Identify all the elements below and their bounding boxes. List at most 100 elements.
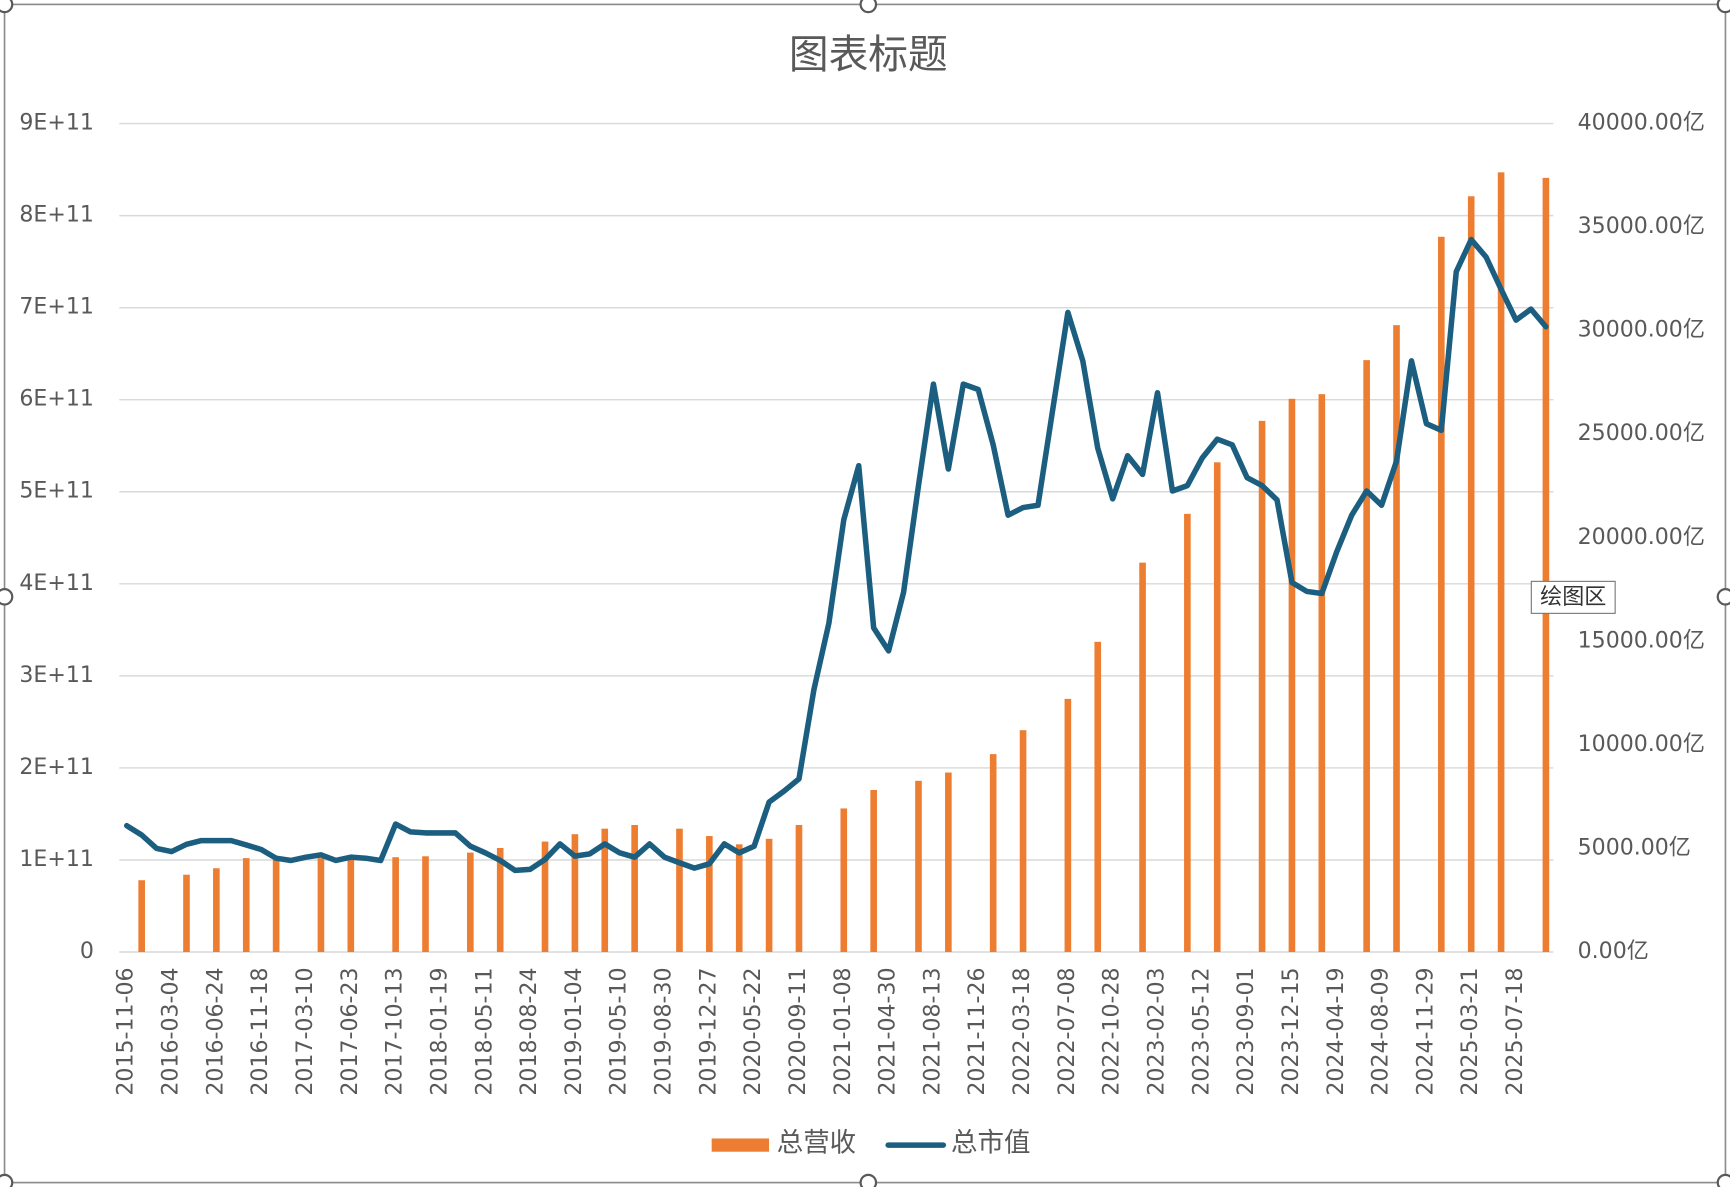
handle[interactable] bbox=[1716, 587, 1730, 606]
x-tick-label: 2018-05-11 bbox=[472, 967, 497, 1095]
bar bbox=[765, 838, 773, 953]
bar bbox=[1184, 513, 1191, 953]
x-tick-label: 2019-01-04 bbox=[562, 967, 587, 1095]
x-tick-label: 2021-08-13 bbox=[920, 967, 945, 1095]
bar bbox=[840, 808, 848, 953]
x-tick-label: 2025-03-21 bbox=[1458, 967, 1483, 1095]
tooltip-box bbox=[1530, 580, 1616, 614]
x-tick-label: 2022-10-28 bbox=[1100, 967, 1125, 1095]
y-tick-label: 4E+11 bbox=[19, 571, 93, 596]
handle[interactable] bbox=[0, 587, 14, 606]
x-tick-label: 2017-03-10 bbox=[293, 967, 318, 1095]
y2-tick-label: 30000.00亿 bbox=[1578, 318, 1705, 343]
x-tick-label: 2019-05-10 bbox=[607, 967, 632, 1095]
bar bbox=[989, 754, 997, 953]
x-tick-label: 2023-02-03 bbox=[1144, 967, 1169, 1095]
x-tick-label: 2021-04-30 bbox=[876, 967, 901, 1095]
x-tick-label: 2020-09-11 bbox=[786, 967, 811, 1095]
y-tick-label: 7E+11 bbox=[19, 295, 93, 320]
x-tick-label: 2019-08-30 bbox=[652, 967, 677, 1095]
y-tick-label: 3E+11 bbox=[19, 663, 93, 688]
bar bbox=[676, 828, 683, 953]
legend-label: 总市值 bbox=[951, 1127, 1030, 1158]
y-tick-label: 1E+11 bbox=[19, 847, 93, 872]
y2-tick-label: 25000.00亿 bbox=[1578, 421, 1705, 446]
x-tick-label: 2023-09-01 bbox=[1234, 967, 1259, 1095]
bar bbox=[870, 790, 877, 953]
bar bbox=[541, 841, 549, 953]
x-tick-label: 2017-06-23 bbox=[338, 967, 363, 1095]
bar bbox=[467, 852, 474, 953]
x-tick-label: 2022-03-18 bbox=[1010, 967, 1035, 1095]
tooltip: 绘图区 bbox=[1540, 585, 1606, 610]
handle[interactable] bbox=[1716, 0, 1730, 14]
handle[interactable] bbox=[0, 0, 14, 14]
x-tick-label: 2024-11-29 bbox=[1413, 967, 1438, 1095]
bar bbox=[795, 824, 803, 953]
y-tick-label: 5E+11 bbox=[19, 479, 93, 504]
x-tick-label: 2016-11-18 bbox=[248, 967, 273, 1095]
y2-tick-label: 0.00亿 bbox=[1578, 939, 1649, 964]
y2-tick-label: 40000.00亿 bbox=[1578, 111, 1705, 136]
bar bbox=[1438, 236, 1445, 953]
y-tick-label: 2E+11 bbox=[19, 755, 93, 780]
bar bbox=[735, 844, 743, 953]
bar bbox=[138, 880, 145, 953]
y2-tick-label: 10000.00亿 bbox=[1578, 732, 1705, 757]
y-tick-label: 9E+11 bbox=[19, 111, 93, 136]
bar bbox=[1393, 325, 1400, 953]
x-tick-label: 2016-03-04 bbox=[159, 967, 184, 1095]
x-tick-label: 2020-05-22 bbox=[741, 967, 766, 1095]
y2-tick-label: 15000.00亿 bbox=[1578, 628, 1705, 653]
bar bbox=[1288, 398, 1296, 953]
handle[interactable] bbox=[1716, 1173, 1730, 1187]
bar bbox=[915, 780, 922, 953]
y2-tick-label: 5000.00亿 bbox=[1578, 835, 1691, 860]
x-tick-label: 2017-10-13 bbox=[383, 967, 408, 1095]
bar bbox=[317, 858, 325, 953]
bar bbox=[571, 834, 579, 953]
x-tick-label: 2022-07-08 bbox=[1055, 967, 1080, 1095]
bar bbox=[631, 824, 638, 953]
bar bbox=[1213, 462, 1221, 953]
bar bbox=[242, 858, 250, 953]
bar bbox=[392, 857, 399, 953]
bar bbox=[1467, 196, 1475, 953]
x-tick-label: 2018-01-19 bbox=[427, 967, 452, 1095]
line bbox=[123, 236, 1549, 874]
x-tick-label: 2019-12-27 bbox=[696, 967, 721, 1095]
bar bbox=[213, 868, 220, 953]
bar bbox=[1363, 360, 1370, 953]
legend-label: 总营收 bbox=[777, 1127, 856, 1158]
bar bbox=[272, 859, 280, 953]
y-tick-label: 0 bbox=[80, 939, 94, 964]
y2-tick-label: 35000.00亿 bbox=[1578, 214, 1705, 239]
bar bbox=[1318, 394, 1326, 953]
bar bbox=[1139, 562, 1146, 953]
handle[interactable] bbox=[859, 1173, 878, 1187]
bar bbox=[1497, 172, 1505, 953]
bar bbox=[183, 874, 190, 953]
bar bbox=[1064, 698, 1072, 953]
x-tick-label: 2015-11-06 bbox=[114, 967, 139, 1095]
x-tick-label: 2024-08-09 bbox=[1369, 967, 1394, 1095]
y-tick-label: 6E+11 bbox=[19, 387, 93, 412]
legend-swatch bbox=[711, 1138, 770, 1152]
x-tick-label: 2016-06-24 bbox=[203, 967, 228, 1095]
x-tick-label: 2025-07-18 bbox=[1503, 967, 1528, 1095]
bar bbox=[1542, 177, 1550, 953]
x-tick-label: 2023-12-15 bbox=[1279, 967, 1304, 1095]
x-tick-label: 2023-05-12 bbox=[1189, 967, 1214, 1095]
y2-tick-label: 20000.00亿 bbox=[1578, 525, 1705, 550]
handle[interactable] bbox=[859, 0, 878, 14]
bar bbox=[422, 856, 429, 953]
y-tick-label: 8E+11 bbox=[19, 203, 93, 228]
bar bbox=[496, 848, 504, 953]
bar bbox=[1258, 420, 1266, 953]
handle[interactable] bbox=[0, 1173, 14, 1187]
bar bbox=[945, 772, 952, 953]
bar bbox=[1019, 730, 1027, 953]
